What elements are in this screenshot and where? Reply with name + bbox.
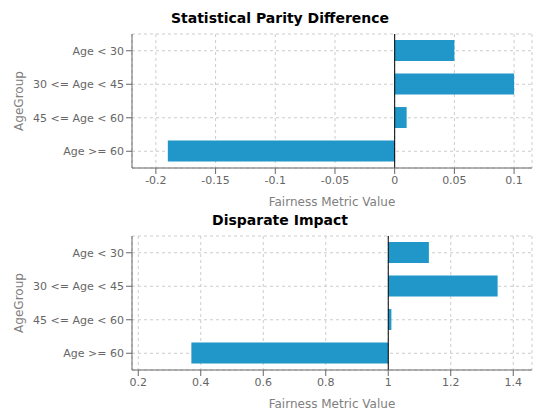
svg-text:0.1: 0.1	[505, 174, 523, 187]
svg-text:1.4: 1.4	[505, 376, 523, 389]
svg-text:0.05: 0.05	[442, 174, 467, 187]
svg-text:-0.15: -0.15	[201, 174, 229, 187]
svg-text:0: 0	[391, 174, 398, 187]
svg-text:0.6: 0.6	[255, 376, 273, 389]
html-text:Statistical Parity Difference: Statistical Parity Difference	[170, 10, 389, 26]
svg-text:30 <= Age < 45: 30 <= Age < 45	[33, 280, 124, 293]
svg-text:0.8: 0.8	[317, 376, 335, 389]
svg-text:0.2: 0.2	[130, 376, 148, 389]
svg-text:0.4: 0.4	[192, 376, 210, 389]
svg-text:AgeGroup: AgeGroup	[12, 273, 26, 333]
svg-text:1: 1	[385, 376, 392, 389]
svg-text:30 <= Age < 45: 30 <= Age < 45	[33, 78, 124, 91]
svg-text:45 <= Age < 60: 45 <= Age < 60	[33, 112, 124, 125]
svg-text:Fairness Metric Value: Fairness Metric Value	[269, 195, 396, 209]
svg-text:Fairness Metric Value: Fairness Metric Value	[269, 397, 396, 411]
svg-text:-0.2: -0.2	[145, 174, 166, 187]
svg-text:1.2: 1.2	[442, 376, 460, 389]
svg-text:Age < 30: Age < 30	[73, 45, 124, 58]
svg-text:AgeGroup: AgeGroup	[12, 71, 26, 131]
svg-text:Age < 30: Age < 30	[73, 247, 124, 260]
svg-text:-0.1: -0.1	[265, 174, 286, 187]
html-text:Disparate Impact: Disparate Impact	[212, 212, 348, 228]
svg-text:Age >= 60: Age >= 60	[63, 347, 124, 360]
svg-text:45 <= Age < 60: 45 <= Age < 60	[33, 314, 124, 327]
svg-text:-0.05: -0.05	[321, 174, 349, 187]
svg-text:Age >= 60: Age >= 60	[63, 145, 124, 158]
